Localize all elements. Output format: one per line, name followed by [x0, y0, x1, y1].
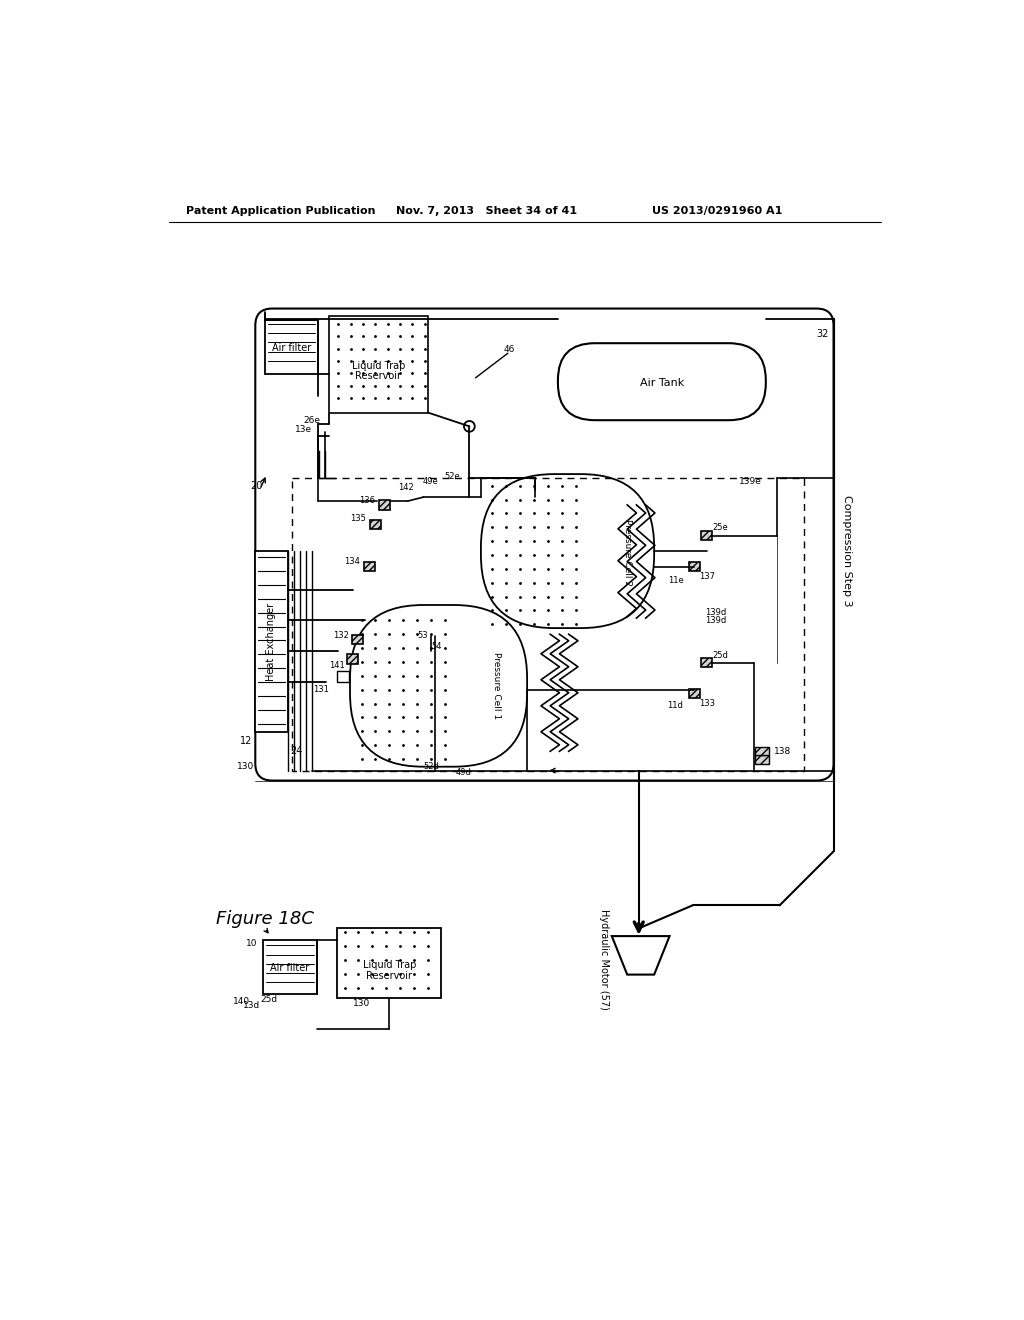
Text: Air Tank: Air Tank — [640, 379, 684, 388]
Text: 134: 134 — [344, 557, 360, 566]
Text: 10: 10 — [246, 940, 258, 948]
Bar — [337, 671, 349, 682]
Text: Patent Application Publication: Patent Application Publication — [186, 206, 376, 215]
Polygon shape — [611, 936, 670, 974]
FancyBboxPatch shape — [350, 605, 527, 767]
Bar — [337, 928, 441, 998]
Text: 11d: 11d — [668, 701, 683, 710]
Bar — [755, 755, 769, 763]
Text: 11e: 11e — [668, 576, 683, 585]
Bar — [379, 500, 390, 510]
Bar — [755, 747, 769, 755]
Text: Heat Exchanger: Heat Exchanger — [266, 603, 276, 681]
Text: 32: 32 — [816, 329, 828, 339]
Text: Reservoir: Reservoir — [355, 371, 401, 381]
Bar — [701, 659, 712, 668]
Bar — [263, 940, 316, 994]
Text: 49e: 49e — [423, 478, 438, 486]
Text: 54: 54 — [432, 642, 442, 651]
Bar — [370, 520, 381, 529]
Text: 26e: 26e — [303, 416, 321, 425]
Bar — [347, 655, 357, 664]
Text: 25e: 25e — [712, 524, 728, 532]
Text: 13e: 13e — [295, 425, 312, 434]
Text: US 2013/0291960 A1: US 2013/0291960 A1 — [652, 206, 782, 215]
Text: 53: 53 — [418, 631, 428, 640]
FancyBboxPatch shape — [255, 309, 834, 780]
Text: 52d: 52d — [423, 762, 439, 771]
Text: Reservoir: Reservoir — [367, 972, 413, 981]
Text: Hydraulic Motor (57): Hydraulic Motor (57) — [599, 908, 609, 1010]
Bar — [352, 635, 364, 644]
Text: 132: 132 — [333, 631, 348, 639]
Text: 135: 135 — [350, 515, 367, 523]
Text: 140: 140 — [232, 997, 250, 1006]
Bar — [689, 689, 699, 698]
Text: 52e: 52e — [444, 473, 461, 480]
Text: 130: 130 — [353, 999, 371, 1007]
Text: Compression Step 3: Compression Step 3 — [842, 495, 852, 607]
Text: Liquid Trap: Liquid Trap — [362, 961, 416, 970]
Text: Pressure Cell 2: Pressure Cell 2 — [623, 519, 632, 586]
Text: 142: 142 — [398, 483, 414, 491]
FancyBboxPatch shape — [481, 474, 654, 628]
Text: 25d: 25d — [712, 651, 728, 660]
Text: Pressure Cell 1: Pressure Cell 1 — [492, 652, 501, 719]
Text: 138: 138 — [773, 747, 791, 756]
Text: 25d: 25d — [261, 995, 278, 1003]
Text: 139e: 139e — [739, 478, 762, 486]
Text: 12: 12 — [240, 735, 252, 746]
Text: Nov. 7, 2013   Sheet 34 of 41: Nov. 7, 2013 Sheet 34 of 41 — [395, 206, 577, 215]
Bar — [265, 321, 317, 374]
Text: 137: 137 — [699, 572, 716, 581]
Text: Liquid Trap: Liquid Trap — [352, 362, 406, 371]
Bar — [364, 562, 375, 572]
Bar — [689, 562, 699, 572]
Bar — [255, 552, 288, 733]
Text: 130: 130 — [238, 762, 255, 771]
Text: 131: 131 — [313, 685, 330, 694]
Text: 133: 133 — [699, 700, 716, 708]
FancyBboxPatch shape — [558, 343, 766, 420]
Text: 139d: 139d — [706, 616, 726, 624]
Text: 20: 20 — [251, 480, 263, 491]
Text: 139d: 139d — [706, 609, 726, 618]
Text: Figure 18C: Figure 18C — [216, 911, 314, 928]
Text: 136: 136 — [359, 496, 376, 504]
Text: Air filter: Air filter — [270, 964, 309, 973]
Text: 46: 46 — [504, 345, 515, 354]
Text: 13d: 13d — [243, 1001, 260, 1010]
Bar — [330, 317, 428, 412]
Bar — [701, 531, 712, 540]
Text: 24: 24 — [291, 746, 303, 756]
Text: 49d: 49d — [456, 768, 471, 777]
Circle shape — [464, 421, 475, 432]
Text: 141: 141 — [329, 660, 345, 669]
Text: Air filter: Air filter — [271, 343, 311, 352]
